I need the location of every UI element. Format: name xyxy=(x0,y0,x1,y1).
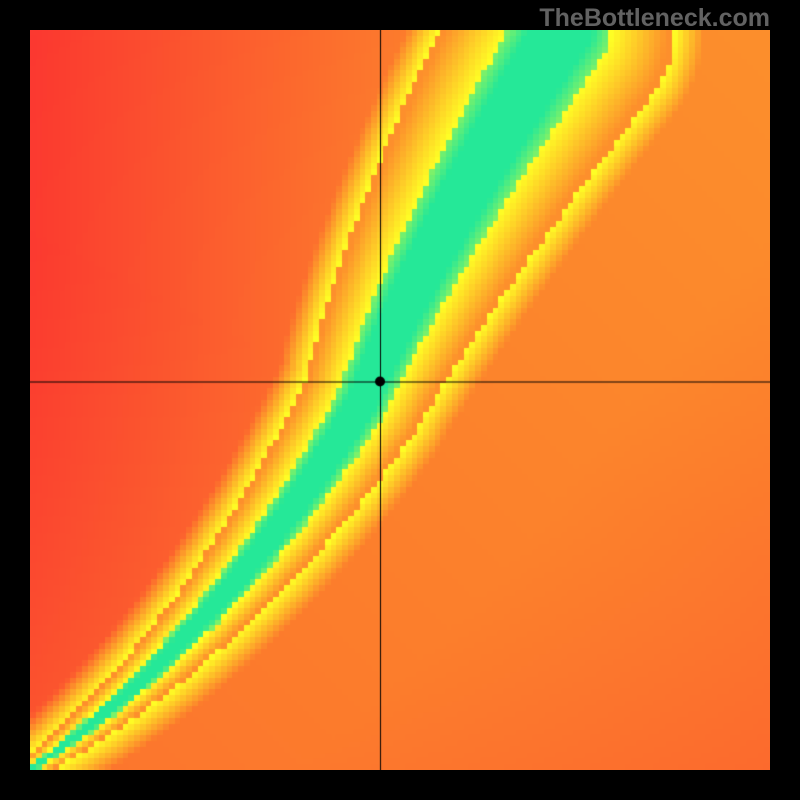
chart-container: TheBottleneck.com xyxy=(0,0,800,800)
bottleneck-heatmap xyxy=(30,30,770,770)
watermark-text: TheBottleneck.com xyxy=(539,4,770,33)
